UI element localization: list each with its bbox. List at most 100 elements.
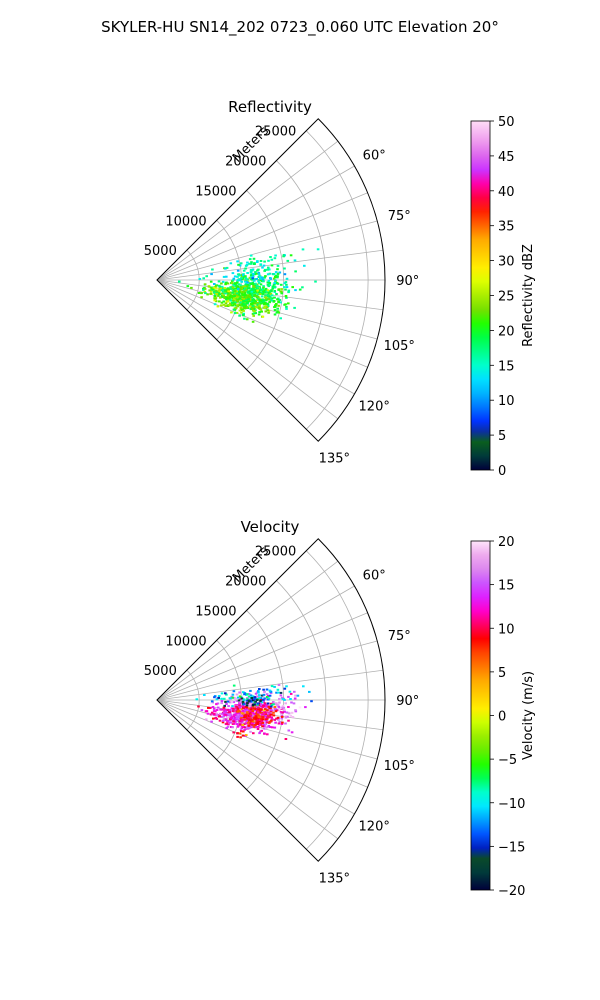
echo-gate xyxy=(203,290,207,293)
echo-gate xyxy=(225,298,228,301)
echo-gate xyxy=(254,312,257,315)
echo-gate xyxy=(248,704,252,707)
echo-gate xyxy=(240,296,244,299)
echo-gate xyxy=(252,272,255,275)
echo-gate xyxy=(256,287,260,290)
echo-gate xyxy=(226,708,230,711)
echo-gate xyxy=(266,702,270,705)
echo-gate xyxy=(284,288,287,291)
echo-gate xyxy=(265,305,268,308)
echo-gate xyxy=(220,285,224,288)
echo-gate xyxy=(242,269,246,272)
echo-gate xyxy=(206,293,209,296)
echo-gate xyxy=(266,716,269,719)
echo-gate xyxy=(280,712,283,715)
echo-gate xyxy=(273,282,276,284)
echo-gate xyxy=(232,297,235,300)
echo-gate xyxy=(245,706,249,709)
echo-gate xyxy=(283,687,287,690)
echo-gate xyxy=(238,286,242,289)
echo-gate xyxy=(232,287,236,290)
echo-gate xyxy=(217,294,220,297)
echo-gate xyxy=(298,706,302,709)
echo-gate xyxy=(240,277,243,280)
echo-gate xyxy=(245,306,249,309)
echo-gate xyxy=(258,711,261,714)
echo-gate xyxy=(252,314,255,317)
echo-gate xyxy=(236,304,239,307)
echo-gate xyxy=(225,709,228,712)
echo-gate xyxy=(256,723,259,725)
echo-gate xyxy=(246,698,249,701)
echo-gate xyxy=(246,702,249,705)
echo-gate xyxy=(273,708,277,711)
echo-gate xyxy=(270,716,273,719)
echo-gate xyxy=(219,289,223,292)
echo-gate xyxy=(259,722,262,725)
echo-gate xyxy=(268,282,272,284)
echo-gate xyxy=(213,283,216,285)
echo-gate xyxy=(246,261,249,264)
echo-gate xyxy=(274,276,277,278)
echo-gate xyxy=(245,722,249,725)
echo-gate xyxy=(277,722,281,725)
echo-gate xyxy=(230,700,234,703)
echo-gate xyxy=(252,725,256,728)
echo-gate xyxy=(250,699,253,702)
colorbar-tick-label: 20 xyxy=(498,535,515,550)
echo-gate xyxy=(220,304,223,307)
echo-gate xyxy=(272,706,275,709)
echo-gate xyxy=(250,297,254,300)
echo-gate xyxy=(238,720,242,723)
echo-gate xyxy=(242,723,246,726)
echo-gate xyxy=(249,694,253,697)
echo-gate xyxy=(247,300,250,303)
echo-gate xyxy=(198,278,202,280)
echo-gate xyxy=(278,699,282,702)
echo-gate xyxy=(257,271,261,274)
echo-gate xyxy=(266,696,269,698)
echo-gate xyxy=(216,305,220,308)
echo-gate xyxy=(258,715,261,718)
echo-gate xyxy=(263,690,266,693)
echo-gate xyxy=(265,290,268,293)
echo-gate xyxy=(212,287,216,290)
echo-gate xyxy=(259,698,263,701)
echo-gate xyxy=(215,717,219,720)
echo-gate xyxy=(248,262,251,265)
echo-gate xyxy=(252,257,256,260)
echo-gate xyxy=(254,289,258,292)
echo-gate xyxy=(241,724,244,726)
echo-gate xyxy=(263,727,266,730)
echo-gate xyxy=(279,711,283,714)
echo-gate xyxy=(256,289,259,292)
figure-title: SKYLER-HU SN14_202 0723_0.060 UTC Elevat… xyxy=(101,18,499,37)
echo-gate xyxy=(260,717,263,720)
echo-gate xyxy=(237,273,241,276)
echo-gate xyxy=(203,694,206,696)
radial-tick-label: 20000 xyxy=(225,155,266,170)
echo-gate xyxy=(248,296,252,299)
echo-gate xyxy=(254,288,258,291)
colorbar-tick-label: 30 xyxy=(498,255,515,270)
echo-gate xyxy=(268,290,272,293)
echo-gate xyxy=(269,690,272,693)
echo-gate xyxy=(287,289,291,292)
echo-gate xyxy=(240,287,243,290)
echo-gate xyxy=(285,305,288,308)
echo-gate xyxy=(273,706,277,708)
echo-gate xyxy=(277,691,280,694)
echo-gate xyxy=(244,286,247,289)
echo-gate xyxy=(204,292,207,295)
echo-gate xyxy=(220,282,223,285)
echo-gate xyxy=(304,706,307,709)
echo-gate xyxy=(261,716,265,719)
echo-gate xyxy=(244,713,248,716)
echo-gate xyxy=(236,285,240,288)
echo-gate xyxy=(269,277,272,279)
echo-gate xyxy=(301,286,304,289)
echo-gate xyxy=(234,301,237,304)
echo-gate xyxy=(210,700,214,703)
echo-gate xyxy=(287,695,290,698)
echo-gate xyxy=(262,688,265,691)
